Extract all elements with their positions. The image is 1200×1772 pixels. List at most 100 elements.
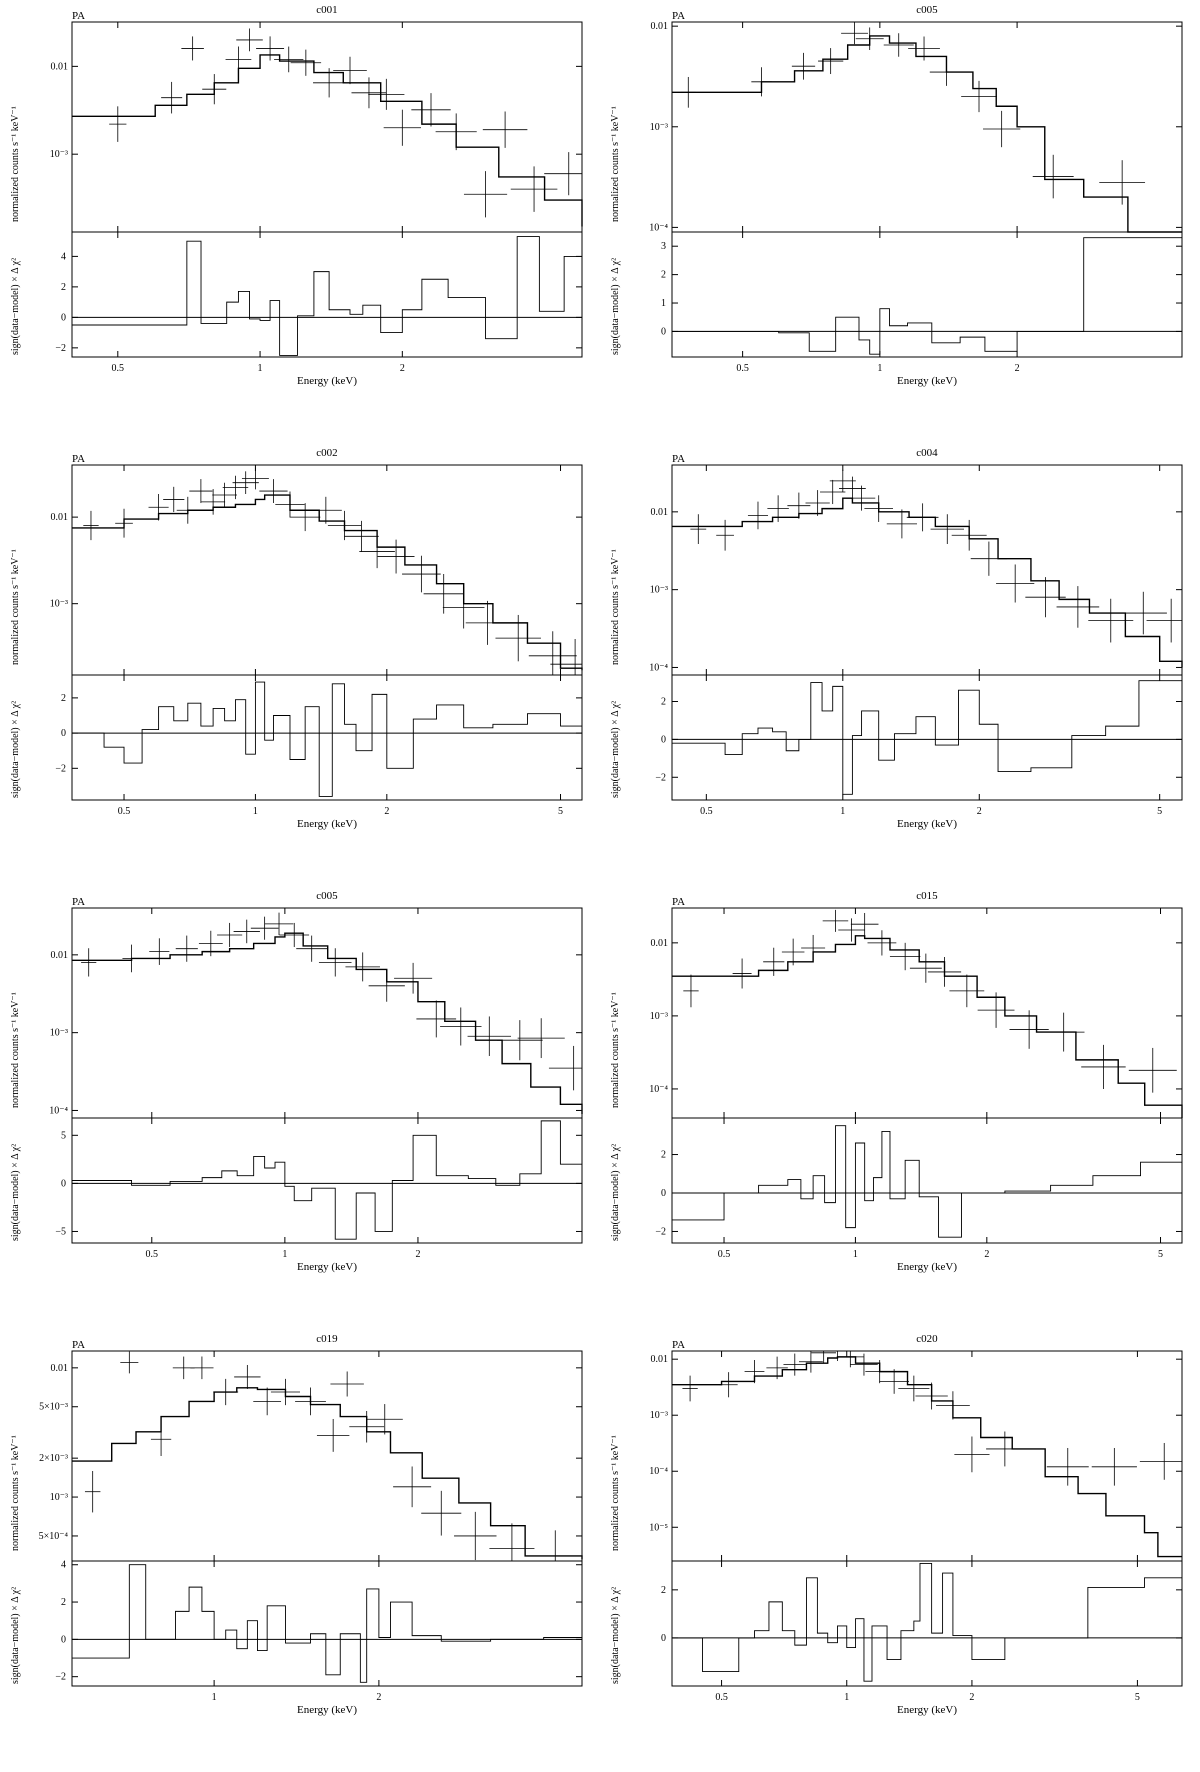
residual-axes-frame <box>671 674 1183 801</box>
spectrum-panel-c015: c015 PA normalized counts s⁻¹ keV⁻¹ sign(da… <box>600 886 1200 1329</box>
data-point <box>290 49 322 76</box>
y-tick-label: 0.01 <box>651 1354 669 1365</box>
data-point <box>855 27 884 51</box>
residual-axes-frame <box>71 231 583 358</box>
data-point <box>935 1391 970 1420</box>
data-point <box>213 1378 239 1406</box>
data-point <box>296 935 328 962</box>
data-point <box>351 77 387 109</box>
data-point <box>510 166 558 212</box>
data-point <box>961 80 997 113</box>
data-point <box>915 1382 948 1410</box>
data-point <box>393 1466 432 1508</box>
data-point <box>908 36 940 61</box>
x-tick-label: 1 <box>282 1249 287 1260</box>
data-point <box>716 519 734 551</box>
spectrum-plot: 0.5 1 2 5 10⁻⁴ 10⁻³ 0.01 −2 0 2 <box>649 464 1183 817</box>
y-tick-label: 10⁻³ <box>650 122 668 133</box>
data-point <box>951 519 987 551</box>
y-tick-label: 0.01 <box>51 950 69 961</box>
data-point <box>423 574 464 614</box>
residual-y-tick-label: 0 <box>661 1188 666 1199</box>
data-point <box>847 485 876 511</box>
data-point <box>232 471 259 495</box>
residual-y-tick-label: 2 <box>61 1597 66 1608</box>
y-tick-label: 0.01 <box>51 61 69 72</box>
x-axis-label: Energy (keV) <box>297 818 357 830</box>
x-tick-label: 2 <box>1015 363 1020 374</box>
y-tick-label: 0.01 <box>51 1363 69 1374</box>
data-point <box>1056 586 1100 628</box>
data-point <box>435 113 477 151</box>
y-tick-label: 10⁻³ <box>50 1028 68 1039</box>
residual-y-tick-label: 0 <box>661 326 666 337</box>
data-point <box>233 919 260 944</box>
x-tick-label: 5 <box>1158 1249 1163 1260</box>
data-point <box>295 1387 326 1416</box>
x-tick-label: 2 <box>376 1692 381 1703</box>
data-point <box>181 36 204 61</box>
y-tick-label: 2×10⁻³ <box>39 1453 68 1464</box>
data-point <box>781 938 805 966</box>
data-point <box>850 912 879 936</box>
residual-y-tick-label: 3 <box>661 241 666 252</box>
data-point <box>811 1351 837 1363</box>
y-tick-label: 10⁻⁵ <box>649 1522 668 1533</box>
x-tick-label: 0.5 <box>700 806 713 817</box>
x-tick-label: 0.5 <box>715 1692 728 1703</box>
data-point <box>732 958 752 989</box>
residual-y-tick-label: −2 <box>55 1672 66 1683</box>
residual-y-tick-label: 0 <box>61 1634 66 1645</box>
spectrum-axes-frame <box>671 464 1183 676</box>
data-point <box>416 1000 457 1038</box>
data-point <box>81 948 97 977</box>
data-point <box>253 1387 282 1416</box>
x-axis-label: Energy (keV) <box>297 1704 357 1716</box>
model-step-line <box>72 54 583 227</box>
x-axis-label: Energy (keV) <box>897 818 957 830</box>
data-point <box>719 1372 738 1398</box>
model-step-line <box>672 1356 1182 1558</box>
residual-axes-frame <box>671 1560 1183 1687</box>
data-point <box>889 942 921 971</box>
panel-title: c002 <box>316 447 338 459</box>
residual-y-tick-label: 2 <box>661 1150 666 1161</box>
data-point <box>402 555 441 593</box>
data-point <box>176 496 199 524</box>
data-point <box>766 1356 788 1380</box>
residual-step-line <box>672 237 1182 355</box>
data-point <box>279 922 310 948</box>
data-point <box>822 909 849 932</box>
data-point <box>1091 1447 1137 1486</box>
data-point <box>222 475 249 500</box>
data-point <box>841 22 868 45</box>
data-point <box>787 492 811 519</box>
corner-label: PA <box>72 453 86 465</box>
data-point <box>751 67 772 97</box>
data-point <box>148 494 169 521</box>
data-point <box>682 1375 698 1402</box>
data-point <box>163 486 185 513</box>
data-point <box>84 1470 101 1513</box>
x-tick-label: 2 <box>969 1692 974 1703</box>
data-point <box>1119 591 1167 635</box>
spectrum-panel-c005: c005 PA normalized counts s⁻¹ keV⁻¹ sign(da… <box>600 0 1200 443</box>
y-tick-label: 10⁻³ <box>650 585 668 596</box>
data-point <box>256 36 285 61</box>
data-point <box>274 46 304 73</box>
residual-y-tick-label: 1 <box>661 298 666 309</box>
data-point <box>824 1350 851 1361</box>
data-point <box>864 495 893 522</box>
residual-y-tick-label: 5 <box>61 1130 66 1141</box>
data-point <box>983 110 1021 148</box>
model-step-line <box>672 497 1183 668</box>
spectrum-panel-c005: c005 PA normalized counts s⁻¹ keV⁻¹ sign(da… <box>0 886 600 1329</box>
data-point <box>528 631 577 675</box>
residual-y-tick-label: 2 <box>661 1585 666 1596</box>
data-point <box>799 1351 823 1373</box>
model-step-line <box>72 494 583 671</box>
x-tick-label: 5 <box>1157 806 1162 817</box>
data-point <box>394 962 433 994</box>
data-point <box>680 76 696 108</box>
spectrum-plot: 1 2 5×10⁻⁴ 10⁻³ 2×10⁻³ 5×10⁻³ 0.01 −2 0 2 4 <box>39 1350 583 1703</box>
